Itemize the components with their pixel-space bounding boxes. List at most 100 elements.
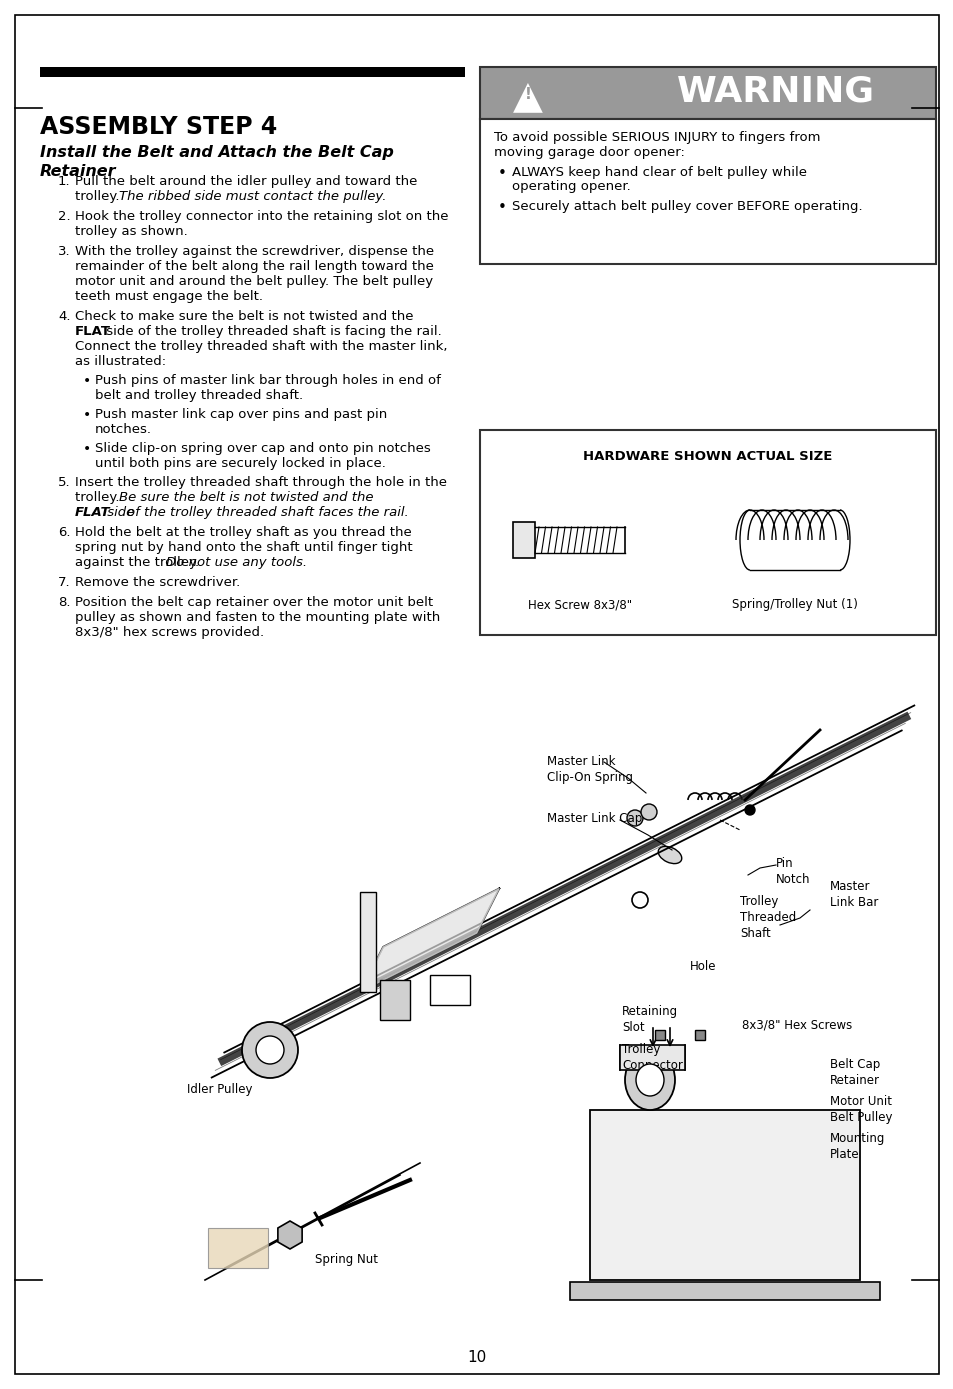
Circle shape <box>255 1036 284 1064</box>
Ellipse shape <box>636 1064 663 1096</box>
Bar <box>359 892 375 992</box>
Text: teeth must engage the belt.: teeth must engage the belt. <box>75 290 263 303</box>
Text: Spring Nut: Spring Nut <box>314 1253 377 1265</box>
Text: spring nut by hand onto the shaft until finger tight: spring nut by hand onto the shaft until … <box>75 540 413 554</box>
Bar <box>479 431 935 635</box>
Text: Motor Unit
Belt Pulley: Motor Unit Belt Pulley <box>829 1095 892 1124</box>
Text: FLAT: FLAT <box>75 506 111 519</box>
Text: Push pins of master link bar through holes in end of: Push pins of master link bar through hol… <box>95 374 440 388</box>
Text: Pin
Notch: Pin Notch <box>775 857 810 886</box>
Bar <box>655 1031 664 1040</box>
Text: motor unit and around the belt pulley. The belt pulley: motor unit and around the belt pulley. T… <box>75 275 433 288</box>
Text: HARDWARE SHOWN ACTUAL SIZE: HARDWARE SHOWN ACTUAL SIZE <box>582 450 832 463</box>
Polygon shape <box>360 889 498 992</box>
Text: Spring/Trolley Nut (1): Spring/Trolley Nut (1) <box>731 599 857 611</box>
Text: notches.: notches. <box>95 424 152 436</box>
Bar <box>208 1228 268 1268</box>
Text: Belt Cap
Retainer: Belt Cap Retainer <box>829 1058 880 1088</box>
Text: Insert the trolley threaded shaft through the hole in the: Insert the trolley threaded shaft throug… <box>75 476 447 489</box>
Text: side of the trolley threaded shaft is facing the rail.: side of the trolley threaded shaft is fa… <box>102 325 441 338</box>
Bar <box>695 1031 704 1040</box>
Text: of the trolley threaded shaft faces the rail.: of the trolley threaded shaft faces the … <box>127 506 408 519</box>
Text: ASSEMBLY STEP 4: ASSEMBLY STEP 4 <box>40 115 277 139</box>
Circle shape <box>626 810 642 826</box>
Bar <box>430 975 470 1006</box>
Text: Connect the trolley threaded shaft with the master link,: Connect the trolley threaded shaft with … <box>75 340 447 353</box>
Text: Do not use any tools.: Do not use any tools. <box>166 556 307 569</box>
Text: •: • <box>497 200 506 215</box>
Bar <box>513 522 535 558</box>
Bar <box>379 981 410 1020</box>
Text: The ribbed side must contact the pulley.: The ribbed side must contact the pulley. <box>119 190 386 203</box>
Text: Trolley
Threaded
Shaft: Trolley Threaded Shaft <box>740 895 796 940</box>
Text: Hold the belt at the trolley shaft as you thread the: Hold the belt at the trolley shaft as yo… <box>75 526 412 539</box>
Text: •: • <box>83 374 91 388</box>
Text: Hole: Hole <box>689 960 716 974</box>
Bar <box>40 67 464 76</box>
Text: Slide clip-on spring over cap and onto pin notches: Slide clip-on spring over cap and onto p… <box>95 442 431 456</box>
Text: Idler Pulley: Idler Pulley <box>187 1083 253 1096</box>
Text: belt and trolley threaded shaft.: belt and trolley threaded shaft. <box>95 389 303 401</box>
Text: 7.: 7. <box>58 576 71 589</box>
Text: Mounting
Plate: Mounting Plate <box>829 1132 884 1161</box>
Text: 4.: 4. <box>58 310 71 324</box>
Text: Be sure the belt is not twisted and the: Be sure the belt is not twisted and the <box>119 490 377 504</box>
Bar <box>479 67 935 119</box>
Ellipse shape <box>624 1050 675 1110</box>
Text: 6.: 6. <box>58 526 71 539</box>
Text: With the trolley against the screwdriver, dispense the: With the trolley against the screwdriver… <box>75 244 434 258</box>
Text: 5.: 5. <box>58 476 71 489</box>
Text: Install the Belt and Attach the Belt Cap: Install the Belt and Attach the Belt Cap <box>40 144 394 160</box>
Text: Check to make sure the belt is not twisted and the: Check to make sure the belt is not twist… <box>75 310 413 324</box>
Text: pulley as shown and fasten to the mounting plate with: pulley as shown and fasten to the mounti… <box>75 611 439 624</box>
Text: •: • <box>83 408 91 422</box>
Text: against the trolley.: against the trolley. <box>75 556 203 569</box>
Text: Position the belt cap retainer over the motor unit belt: Position the belt cap retainer over the … <box>75 596 433 608</box>
Text: Remove the screwdriver.: Remove the screwdriver. <box>75 576 240 589</box>
Text: 8x3/8" Hex Screws: 8x3/8" Hex Screws <box>741 1018 851 1031</box>
Text: Trolley
Connector: Trolley Connector <box>621 1043 682 1072</box>
Text: •: • <box>497 167 506 181</box>
Ellipse shape <box>658 846 681 864</box>
Text: Push master link cap over pins and past pin: Push master link cap over pins and past … <box>95 408 387 421</box>
Text: remainder of the belt along the rail length toward the: remainder of the belt along the rail len… <box>75 260 434 274</box>
Text: Master Link Cap: Master Link Cap <box>546 813 641 825</box>
Text: operating opener.: operating opener. <box>512 181 630 193</box>
Circle shape <box>242 1022 297 1078</box>
Text: trolley.: trolley. <box>75 490 124 504</box>
Bar <box>569 1282 879 1300</box>
Text: 1.: 1. <box>58 175 71 188</box>
Text: as illustrated:: as illustrated: <box>75 356 166 368</box>
Circle shape <box>631 892 647 908</box>
Text: trolley as shown.: trolley as shown. <box>75 225 188 238</box>
Text: moving garage door opener:: moving garage door opener: <box>494 146 684 158</box>
Text: Master
Link Bar: Master Link Bar <box>829 881 878 908</box>
Text: !: ! <box>524 88 531 101</box>
Bar <box>589 1110 859 1281</box>
Text: Retainer: Retainer <box>40 164 116 179</box>
Text: 8.: 8. <box>58 596 71 608</box>
Text: ▲: ▲ <box>513 76 542 115</box>
Text: side: side <box>103 506 134 519</box>
Bar <box>619 1045 684 1070</box>
Bar <box>479 119 935 264</box>
Text: Securely attach belt pulley cover BEFORE operating.: Securely attach belt pulley cover BEFORE… <box>512 200 862 213</box>
Text: Hook the trolley connector into the retaining slot on the: Hook the trolley connector into the reta… <box>75 210 448 224</box>
Text: trolley.: trolley. <box>75 190 124 203</box>
Text: 8x3/8" hex screws provided.: 8x3/8" hex screws provided. <box>75 626 264 639</box>
Text: ALWAYS keep hand clear of belt pulley while: ALWAYS keep hand clear of belt pulley wh… <box>512 167 806 179</box>
Text: WARNING: WARNING <box>677 75 875 108</box>
Text: until both pins are securely locked in place.: until both pins are securely locked in p… <box>95 457 385 469</box>
Text: 2.: 2. <box>58 210 71 224</box>
Text: To avoid possible SERIOUS INJURY to fingers from: To avoid possible SERIOUS INJURY to fing… <box>494 131 820 144</box>
Text: 3.: 3. <box>58 244 71 258</box>
Circle shape <box>744 806 754 815</box>
Text: Pull the belt around the idler pulley and toward the: Pull the belt around the idler pulley an… <box>75 175 417 188</box>
Text: Master Link
Clip-On Spring: Master Link Clip-On Spring <box>546 756 633 783</box>
Circle shape <box>640 804 657 820</box>
Text: 10: 10 <box>467 1350 486 1365</box>
Text: FLAT: FLAT <box>75 325 111 338</box>
Text: Hex Screw 8x3/8": Hex Screw 8x3/8" <box>527 599 632 611</box>
Text: Retaining
Slot: Retaining Slot <box>621 1006 678 1033</box>
Text: •: • <box>83 442 91 456</box>
